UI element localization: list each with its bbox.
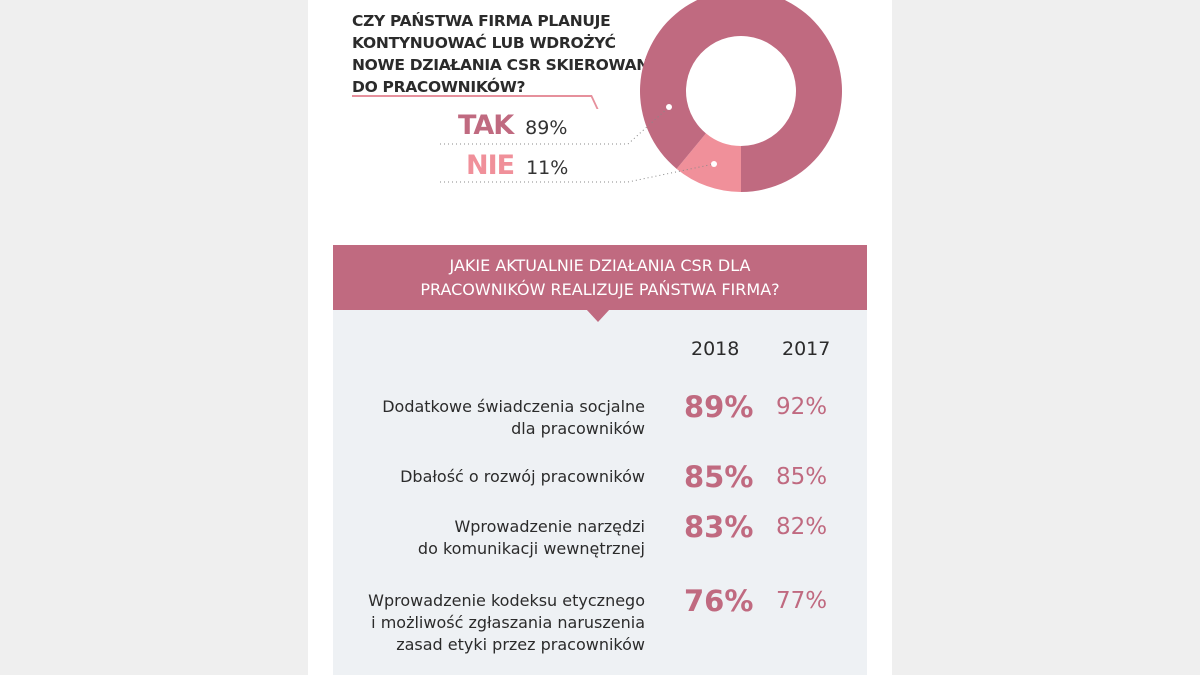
value-2018: 89% — [684, 390, 754, 424]
value-2018: 85% — [684, 460, 754, 494]
value-2017: 77% — [776, 588, 828, 614]
row-label: Dbałość o rozwój pracowników — [340, 466, 645, 488]
column-header-2018: 2018 — [691, 338, 740, 360]
header-line: PRACOWNIKÓW REALIZUJE PAŃSTWA FIRMA? — [420, 279, 780, 299]
legend-tak: TAK 89% — [458, 110, 567, 141]
question-line: KONTYNUOWAĆ LUB WDROŻYĆ — [352, 34, 616, 52]
row-label-line: do komunikacji wewnętrznej — [417, 539, 645, 558]
value-2018: 83% — [684, 510, 754, 544]
question-line: CZY PAŃSTWA FIRMA PLANUJE — [352, 12, 611, 30]
legend-value: 89% — [525, 117, 568, 139]
legend-label: NIE — [466, 150, 515, 181]
marker-nie — [711, 161, 717, 167]
legend-label: TAK — [458, 110, 514, 141]
question-line: DO PRACOWNIKÓW? — [352, 78, 526, 96]
row-label-line: Dodatkowe świadczenia socjalne — [382, 397, 645, 416]
divider — [352, 95, 592, 97]
row-label-line: i możliwość zgłaszania naruszenia — [371, 613, 645, 632]
row-label-line: dla pracowników — [511, 419, 645, 438]
row-label: Wprowadzenie narzędzi do komunikacji wewn… — [340, 516, 645, 560]
row-label: Wprowadzenie kodeksu etycznego i możliwoś… — [340, 590, 645, 656]
row-label-line: Dbałość o rozwój pracowników — [400, 467, 645, 486]
row-label: Dodatkowe świadczenia socjalne dla pracow… — [340, 396, 645, 440]
row-label-line: Wprowadzenie kodeksu etycznego — [368, 591, 645, 610]
value-2017: 85% — [776, 464, 828, 490]
row-label-line: Wprowadzenie narzędzi — [454, 517, 645, 536]
leader-line-nie — [440, 163, 715, 183]
donut-question: CZY PAŃSTWA FIRMA PLANUJE KONTYNUOWAĆ LU… — [352, 10, 660, 98]
header-pointer — [586, 309, 610, 322]
donut-chart — [440, 0, 842, 192]
donut-slice-tak — [640, 0, 842, 192]
column-header-2017: 2017 — [782, 338, 831, 360]
value-2017: 82% — [776, 514, 828, 540]
row-label-line: zasad etyki przez pracowników — [396, 635, 645, 654]
donut-slice-nie — [676, 133, 741, 192]
marker-tak — [666, 104, 672, 110]
legend-nie: NIE 11% — [466, 150, 568, 181]
legend-value: 11% — [526, 157, 569, 179]
value-2017: 92% — [776, 394, 828, 420]
table-header: JAKIE AKTUALNIE DZIAŁANIA CSR DLA PRACOW… — [333, 245, 867, 310]
header-line: JAKIE AKTUALNIE DZIAŁANIA CSR DLA — [449, 255, 751, 275]
value-2018: 76% — [684, 584, 754, 618]
question-line: NOWE DZIAŁANIA CSR SKIEROWANE — [352, 56, 660, 74]
leader-line-tak — [440, 106, 670, 145]
